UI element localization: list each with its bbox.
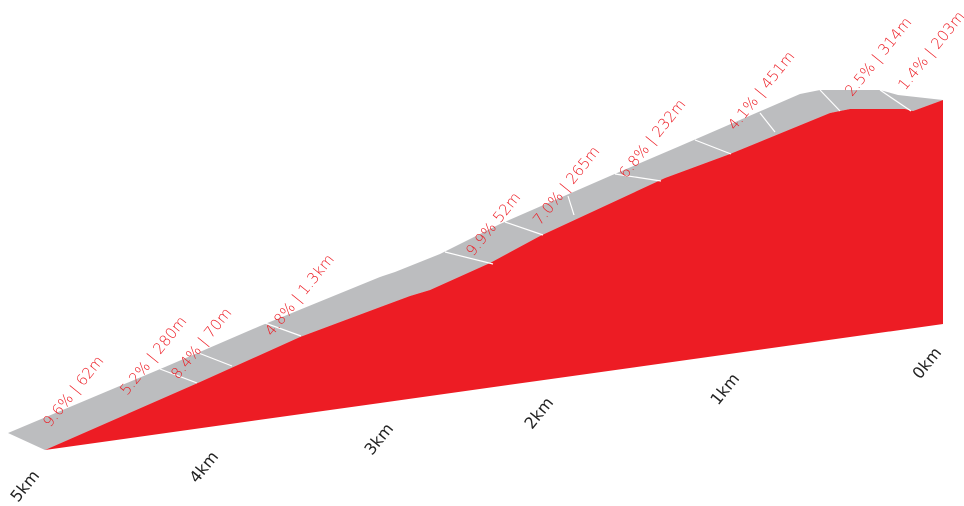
profile-top-face: [8, 90, 943, 450]
segment-divider: [759, 112, 776, 133]
segment-divider: [567, 195, 575, 216]
segment-divider: [819, 89, 841, 112]
top-face-layer: [8, 90, 943, 450]
km-label: 2km: [520, 393, 557, 432]
segment-divider: [195, 351, 233, 367]
segment-divider: [444, 251, 494, 265]
km-label: 1km: [706, 369, 743, 408]
segment-divider: [264, 322, 302, 337]
km-label: 3km: [360, 419, 397, 458]
segment-divider: [159, 368, 198, 384]
segment-divider: [879, 89, 912, 112]
km-label: 5km: [6, 466, 43, 505]
profile-layer: [45, 100, 943, 450]
segment-divider: [504, 221, 544, 236]
km-label: 0km: [908, 343, 945, 382]
segment-divider: [614, 173, 662, 182]
km-label: 4km: [185, 447, 222, 486]
divider-layer: [159, 89, 912, 384]
profile-body: [45, 100, 943, 450]
segment-divider: [694, 139, 732, 155]
